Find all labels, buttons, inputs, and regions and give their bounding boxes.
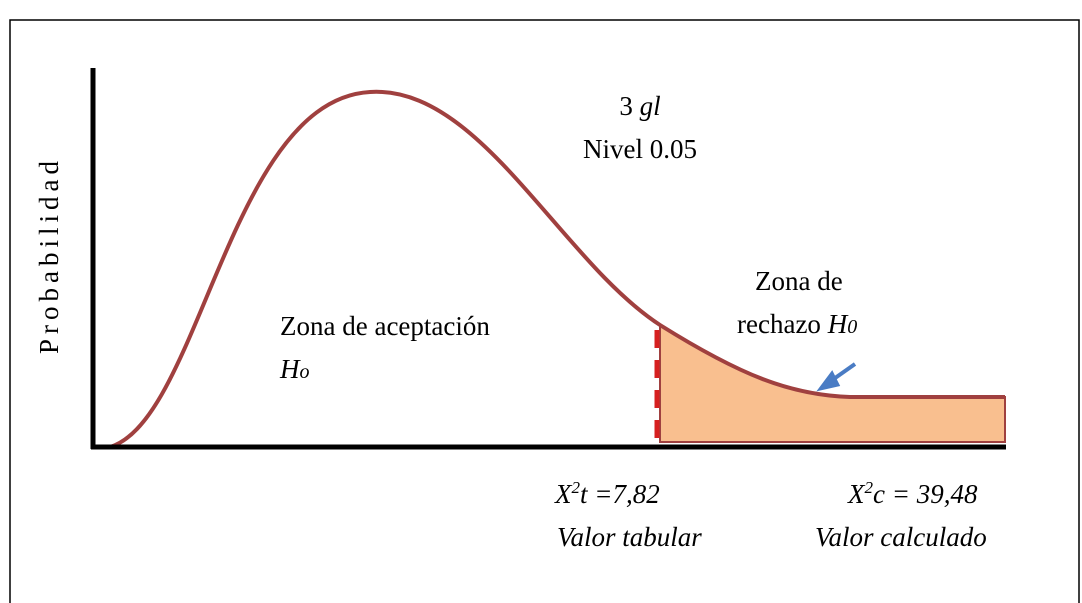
rejection-label: Zona de [755,266,843,296]
level: Nivel 0.05 [583,134,697,164]
frame [9,19,1080,603]
rejection-label-2: rechazo H0 [737,309,857,339]
h: H [279,354,301,384]
tabular-rest: t =7,82 [580,479,660,509]
rejection-word: rechazo [737,309,828,339]
calculated-caption: Valor calculado [815,522,987,552]
h-sub: 0 [847,316,857,338]
distribution-curve [109,89,1005,449]
arrow-head [816,370,841,392]
acceptance-h: Ho [279,354,310,384]
symbol: X [847,479,866,509]
degrees-number: 3 [619,91,633,121]
calculated-value: X2c = 39,48 [847,478,978,509]
degrees-unit: gl [640,91,661,121]
symbol: X [554,479,573,509]
h-sub: o [300,361,310,383]
power: 2 [572,478,581,497]
degrees: 3 gl [619,91,660,121]
y-axis-label: Probabilidad [34,156,64,354]
calculated-rest: c = 39,48 [873,479,978,509]
acceptance-label: Zona de aceptación [280,311,490,341]
power: 2 [865,478,874,497]
h: H [827,309,849,339]
tabular-value: X2t =7,82 [554,478,660,509]
tabular-caption: Valor tabular [557,522,702,552]
